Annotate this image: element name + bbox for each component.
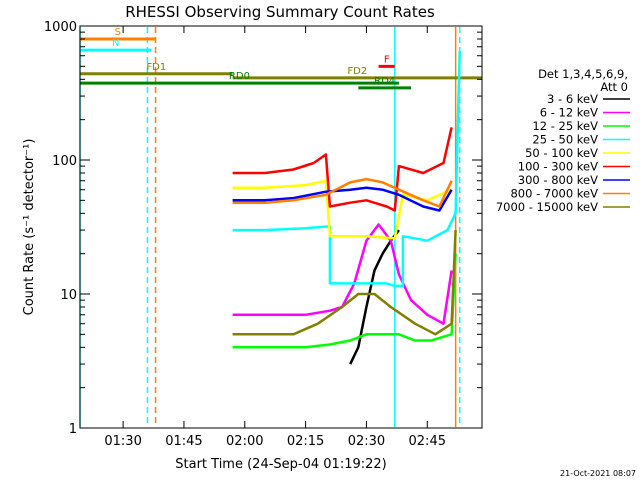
legend-label-5: 100 - 300 keV [518, 160, 598, 174]
legend-label-4: 50 - 100 keV [525, 146, 598, 160]
legend-label-2: 12 - 25 keV [532, 119, 598, 133]
series-line-8 [232, 230, 457, 336]
legend-label-6: 300 - 800 keV [518, 173, 598, 187]
span-label-n: N [112, 38, 119, 49]
span-label-s: S [115, 27, 121, 38]
legend-label-7: 800 - 7000 keV [510, 187, 598, 201]
x-axis-label: Start Time (24-Sep-04 01:19:22) [175, 457, 386, 472]
footer-timestamp: 21-Oct-2021 08:07 [560, 469, 636, 478]
span-label-fd2: FD2 [347, 66, 367, 77]
legend-label-1: 6 - 12 keV [540, 106, 598, 120]
span-label-fd1: FD1 [146, 62, 166, 73]
series-line-1 [232, 223, 453, 325]
series-line-7 [232, 177, 453, 208]
series-line-0 [349, 229, 400, 365]
legend-title-1: Att 0 [600, 80, 628, 94]
legend-label-8: 7000 - 15000 keV [496, 200, 598, 214]
x-tick-label-4: 02:30 [348, 434, 385, 449]
y-axis: 1 10 100 1000 [44, 20, 482, 437]
x-tick-label-0: 01:30 [104, 434, 141, 449]
chart-title: RHESSI Observing Summary Count Rates [125, 3, 435, 21]
y-tick-label-0: 1 [69, 422, 77, 437]
span-label-rd4: RD4 [374, 76, 395, 87]
series-line-2 [232, 253, 457, 349]
legend-title-0: Det 1,3,4,5,6,9, [538, 67, 628, 81]
y-tick-label-1: 10 [60, 288, 77, 303]
y-tick-label-2: 100 [52, 154, 77, 169]
x-tick-label-2: 02:00 [226, 434, 263, 449]
x-tick-label-3: 02:15 [287, 434, 324, 449]
legend-label-3: 25 - 50 keV [532, 133, 598, 147]
x-tick-label-5: 02:45 [409, 434, 446, 449]
plot-frame [79, 25, 483, 429]
series-line-5 [232, 127, 453, 212]
x-tick-label-1: 01:45 [165, 434, 202, 449]
x-axis: 01:30 01:45 02:00 02:15 02:30 02:45 [104, 26, 446, 449]
y-axis-label: Count Rate (s⁻¹ detector⁻¹) [22, 139, 37, 316]
span-label-rd0: RD0 [229, 71, 250, 82]
series-line-3 [232, 51, 461, 288]
span-label-f: F [384, 54, 390, 65]
plot-area: SN F FD1 FD2 RD0 RD4 [79, 27, 482, 427]
series-line-6 [232, 186, 453, 212]
legend-label-0: 3 - 6 keV [547, 92, 598, 106]
y-tick-label-3: 1000 [44, 20, 77, 35]
